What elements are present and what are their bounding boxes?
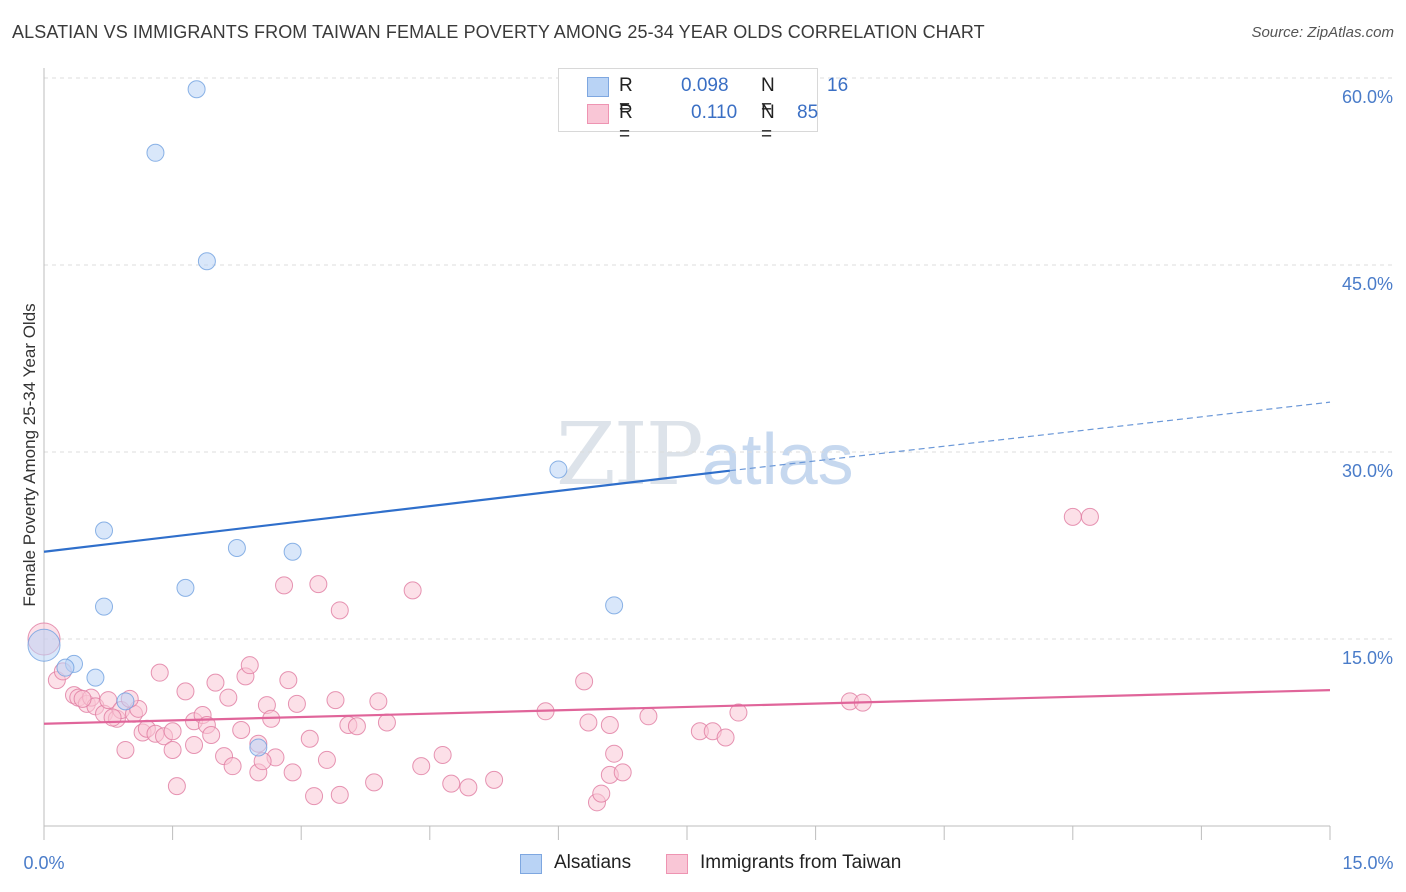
legend-label-taiwan: Immigrants from Taiwan [700,852,902,873]
legend-swatch-alsatians [520,854,542,874]
y-tick-label: 45.0% [1342,274,1393,294]
taiwan-point [287,694,306,713]
alsatian-point [549,460,568,479]
x-tick-label: 0.0% [23,853,64,873]
alsatian-point [176,578,195,597]
taiwan-point [317,750,336,769]
taiwan-point [433,745,452,764]
legend-label-alsatians: Alsatians [554,852,632,873]
taiwan-point [185,735,204,754]
taiwan-point [347,717,366,736]
taiwan-point [639,707,658,726]
taiwan-point [369,692,388,711]
taiwan-point [592,784,611,803]
taiwan-point [232,721,251,740]
y-tick-label: 15.0% [1342,648,1393,668]
legend-n-value-taiwan: 85 [797,102,819,123]
alsatian-point [283,542,302,561]
taiwan-point [305,787,324,806]
alsatian-point [56,658,75,677]
taiwan-point [605,744,624,763]
taiwan-point [729,703,748,722]
alsatian-point [249,738,268,757]
trend-line-alsatians [43,469,730,553]
taiwan-point [116,740,135,759]
legend-n-label: N = [761,102,775,145]
alsatian-point [197,252,216,271]
series-legend: Alsatians Immigrants from Taiwan [0,850,1406,878]
alsatian-point [95,521,114,540]
chart-title: ALSATIAN VS IMMIGRANTS FROM TAIWAN FEMAL… [12,22,985,42]
taiwan-point [1063,507,1082,526]
series-immigrants-from-taiwan [27,507,1099,812]
legend-r-value-taiwan: 0.110 [691,102,738,123]
taiwan-point [167,777,186,796]
taiwan-point [412,757,431,776]
taiwan-point [613,763,632,782]
taiwan-point [206,673,225,692]
alsatian-point [27,628,61,662]
y-axis-label: Female Poverty Among 25-34 Year Olds [20,303,39,606]
legend-swatch-taiwan [666,854,688,874]
taiwan-point [442,774,461,793]
x-tick-label: 15.0% [1342,853,1393,873]
taiwan-point [283,763,302,782]
taiwan-point [600,716,619,735]
watermark-atlas: atlas [701,420,854,500]
taiwan-point [365,773,384,792]
taiwan-point [403,581,422,600]
legend-swatch-alsatians [587,77,609,97]
taiwan-point [275,576,294,595]
taiwan-point [716,728,735,747]
trend-line-alsatians-extension [729,401,1331,472]
taiwan-point [330,601,349,620]
alsatian-point [116,692,135,711]
alsatian-point [605,596,624,615]
taiwan-point [103,708,122,727]
alsatian-point [95,597,114,616]
alsatian-point [146,143,165,162]
taiwan-point [377,713,396,732]
taiwan-point [223,757,242,776]
series-alsatians [27,80,624,757]
taiwan-point [300,729,319,748]
legend-r-label: R = [619,75,633,118]
taiwan-point [485,770,504,789]
taiwan-point [1080,507,1099,526]
taiwan-point [202,725,221,744]
taiwan-point [150,663,169,682]
taiwan-point [579,713,598,732]
legend-n-label: N = [761,75,775,118]
legend-r-value-alsatians: 0.098 [681,75,729,96]
alsatian-point [86,668,105,687]
taiwan-point [330,785,349,804]
taiwan-point [163,722,182,741]
taiwan-point [176,682,195,701]
taiwan-point [279,671,298,690]
legend-n-value-alsatians: 16 [827,75,849,96]
alsatian-point [187,80,206,99]
taiwan-point [309,575,328,594]
taiwan-point [326,691,345,710]
grid [44,77,1392,640]
legend-swatch-taiwan [587,104,609,124]
trend-lines [43,401,1331,725]
axes [43,68,1331,840]
y-tick-label: 30.0% [1342,461,1393,481]
alsatian-point [227,538,246,557]
taiwan-point [73,689,92,708]
taiwan-point [575,672,594,691]
taiwan-point [163,740,182,759]
trend-line-taiwan [43,689,1331,725]
taiwan-point [219,688,238,707]
source-label: Source: ZipAtlas.com [1251,24,1394,41]
legend-r-label: R = [619,102,633,145]
tick-labels: 15.0% 30.0% 45.0% 60.0% 0.0% 15.0% [23,87,1393,873]
correlation-legend: R = 0.098 N = 16 R = 0.110 N = 85 [558,68,848,145]
taiwan-point [240,656,259,675]
y-tick-label: 60.0% [1342,87,1393,107]
taiwan-point [459,778,478,797]
